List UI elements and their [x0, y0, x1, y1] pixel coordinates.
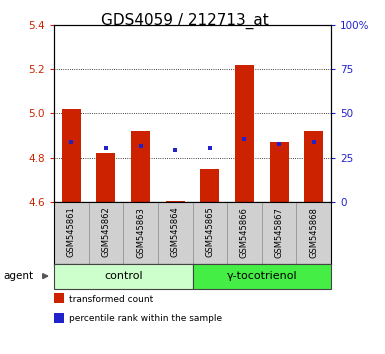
Bar	[166, 201, 185, 202]
Bar	[304, 131, 323, 202]
Bar	[62, 109, 81, 202]
Text: percentile rank within the sample: percentile rank within the sample	[69, 314, 223, 323]
Text: GSM545867: GSM545867	[275, 207, 284, 258]
Text: agent: agent	[4, 271, 34, 281]
Text: GSM545865: GSM545865	[205, 207, 214, 257]
Text: GSM545868: GSM545868	[309, 207, 318, 258]
Text: GDS4059 / 212713_at: GDS4059 / 212713_at	[101, 12, 269, 29]
Bar	[235, 65, 254, 202]
Bar	[192, 264, 331, 289]
Text: control: control	[104, 271, 142, 281]
Bar	[270, 142, 289, 202]
Text: GSM545862: GSM545862	[101, 207, 110, 257]
Bar	[131, 131, 150, 202]
Text: GSM545861: GSM545861	[67, 207, 76, 257]
Text: GSM545864: GSM545864	[171, 207, 180, 257]
Bar	[200, 169, 219, 202]
Text: γ-tocotrienol: γ-tocotrienol	[226, 271, 297, 281]
Bar	[54, 264, 192, 289]
Text: GSM545863: GSM545863	[136, 207, 145, 258]
Bar	[96, 153, 116, 202]
Text: GSM545866: GSM545866	[240, 207, 249, 258]
Text: transformed count: transformed count	[69, 295, 154, 304]
